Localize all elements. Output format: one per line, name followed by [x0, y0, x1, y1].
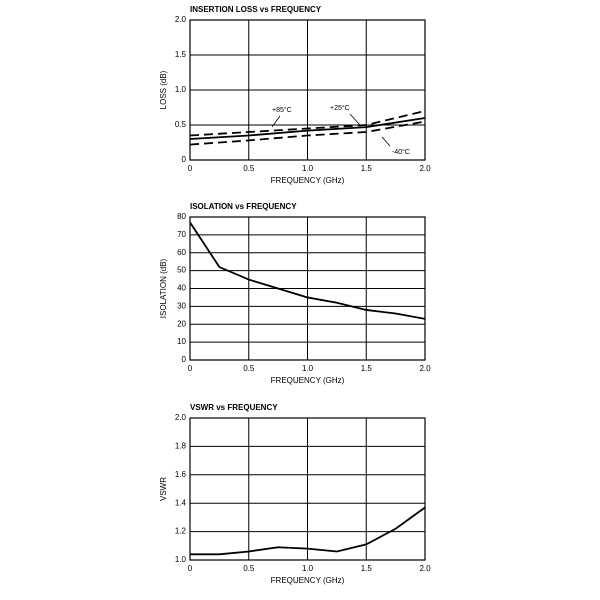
plot-frame — [189, 216, 426, 361]
x-tick-label: 1.0 — [302, 364, 314, 373]
x-tick-label: 0.5 — [243, 164, 255, 173]
x-tick-label: 1.5 — [361, 164, 373, 173]
series-annotation: -40°C — [392, 148, 410, 156]
series-line — [189, 221, 426, 320]
x-tick-label: 1.0 — [302, 164, 314, 173]
y-tick-label: 70 — [177, 230, 186, 239]
y-tick-label: 0 — [182, 355, 187, 364]
y-tick-label: 1.0 — [175, 85, 187, 94]
y-axis-label: VSWR — [159, 477, 168, 501]
plot-frame — [189, 417, 426, 561]
x-tick-label: 0.5 — [243, 364, 255, 373]
y-axis-label: LOSS (dB) — [159, 70, 168, 109]
series-line — [189, 110, 426, 137]
series-annotation: +25°C — [330, 104, 350, 112]
y-tick-label: 80 — [177, 212, 186, 221]
annotation-pointer — [381, 136, 391, 147]
y-tick-label: 2.0 — [175, 15, 187, 24]
chart-title: VSWR vs FREQUENCY — [190, 403, 278, 412]
y-tick-label: 2.0 — [175, 413, 187, 422]
x-tick-label: 0 — [188, 164, 193, 173]
x-tick-label: 0 — [188, 364, 193, 373]
series-annotation: +85°C — [272, 106, 292, 114]
y-tick-label: 1.6 — [175, 470, 187, 479]
x-axis-label: FREQUENCY (GHz) — [271, 576, 345, 585]
x-tick-label: 1.0 — [302, 564, 314, 573]
x-tick-label: 2.0 — [419, 564, 431, 573]
x-axis-label: FREQUENCY (GHz) — [271, 176, 345, 185]
x-tick-label: 0.5 — [243, 564, 255, 573]
annotation-pointer — [271, 115, 281, 128]
series-line — [189, 120, 426, 146]
series-line — [190, 506, 426, 556]
y-tick-label: 1.5 — [175, 50, 187, 59]
y-tick-label: 40 — [177, 284, 186, 293]
chart-title: ISOLATION vs FREQUENCY — [190, 202, 297, 211]
x-axis-label: FREQUENCY (GHz) — [271, 376, 345, 385]
annotation-pointer — [349, 113, 361, 126]
y-tick-label: 0 — [182, 155, 187, 164]
y-tick-label: 60 — [177, 248, 186, 257]
y-tick-label: 10 — [177, 337, 186, 346]
y-tick-label: 0.5 — [175, 120, 187, 129]
series-line — [189, 117, 426, 140]
y-tick-label: 30 — [177, 301, 186, 310]
x-tick-label: 0 — [188, 564, 193, 573]
plot-frame — [189, 19, 426, 161]
y-tick-label: 1.0 — [175, 555, 187, 564]
y-axis-label: ISOLATION (dB) — [159, 258, 168, 318]
y-tick-label: 20 — [177, 319, 186, 328]
y-tick-label: 1.4 — [175, 498, 187, 507]
y-tick-label: 50 — [177, 266, 186, 275]
x-tick-label: 2.0 — [419, 164, 431, 173]
chart-title: INSERTION LOSS vs FREQUENCY — [190, 5, 322, 14]
y-tick-label: 1.2 — [175, 527, 187, 536]
x-tick-label: 2.0 — [419, 364, 431, 373]
y-tick-label: 1.8 — [175, 442, 187, 451]
x-tick-label: 1.5 — [361, 364, 373, 373]
x-tick-label: 1.5 — [361, 564, 373, 573]
